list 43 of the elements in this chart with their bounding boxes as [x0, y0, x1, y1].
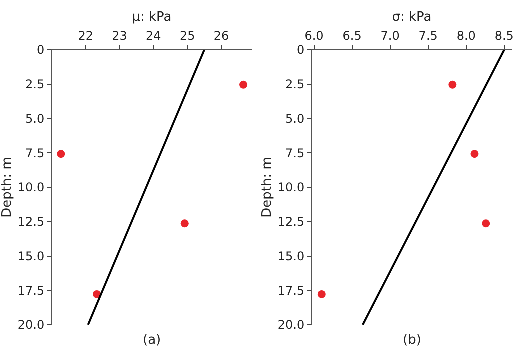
y-tick-label: 17.5	[18, 284, 45, 298]
x-tick-label: 7.0	[380, 29, 400, 44]
y-tick-label: 2.5	[26, 78, 45, 92]
y-tick-label: 5.0	[26, 112, 45, 126]
x-tick-label: 7.5	[418, 29, 438, 44]
point	[318, 290, 326, 298]
text: (a)	[143, 333, 162, 348]
x-tick-label: 22	[78, 29, 94, 44]
point	[93, 290, 102, 298]
y-tick-label: 0	[36, 43, 45, 58]
y-tick-label: 15.0	[18, 249, 45, 264]
x-tick-label: 6.5	[342, 29, 362, 44]
x-tick-label: 8.0	[456, 29, 476, 44]
y-tick-label: 0	[296, 43, 305, 58]
x-tick-label: 8.5	[494, 29, 514, 44]
x-tick-label: 25	[180, 29, 196, 44]
y-axis-title: Depth: m	[0, 157, 15, 218]
point	[57, 150, 66, 158]
y-axis-title: Depth: m	[260, 157, 275, 218]
point	[240, 80, 248, 89]
y-tick-label: 12.5	[278, 215, 305, 230]
point	[448, 80, 457, 89]
y-tick-label: 10.0	[278, 180, 305, 195]
y-tick-label: 17.5	[278, 284, 305, 298]
x-axis-title: σ: kPa	[392, 10, 432, 26]
x-axis-title: μ: kPa	[132, 10, 172, 26]
x-tick-label: 26	[214, 29, 230, 44]
y-tick-label: 15.0	[278, 249, 305, 264]
y-tick-label: 10.0	[18, 180, 45, 195]
point	[180, 220, 189, 228]
y-tick-label: 7.5	[26, 146, 45, 160]
y-tick-label: 12.5	[18, 215, 45, 230]
point	[470, 150, 479, 158]
y-tick-label: 7.5	[286, 146, 305, 160]
x-tick-label: 6.0	[304, 29, 324, 44]
y-tick-label: 20.0	[278, 318, 305, 332]
x-tick-label: 24	[146, 29, 162, 44]
y-tick-label: 2.5	[286, 78, 305, 92]
point	[482, 220, 490, 228]
x-tick-label: 23	[112, 29, 128, 44]
y-tick-label: 20.0	[18, 318, 45, 332]
y-tick-label: 5.0	[286, 112, 305, 126]
text: (b)	[403, 333, 422, 348]
